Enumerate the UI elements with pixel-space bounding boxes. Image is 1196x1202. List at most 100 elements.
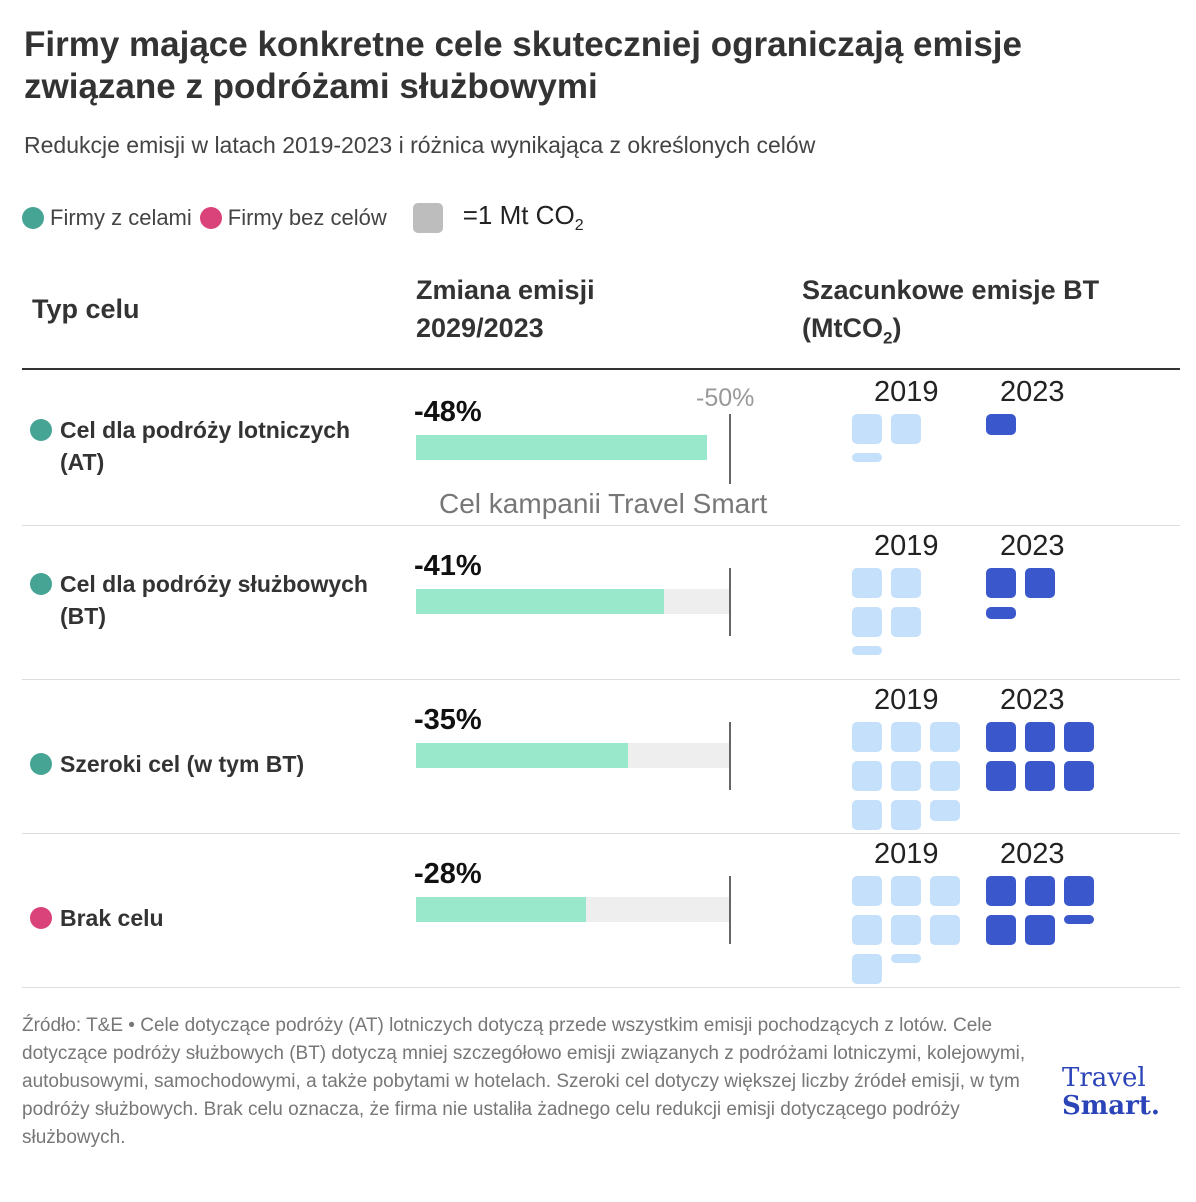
bar xyxy=(416,743,629,768)
year-label-2019: 2019 xyxy=(874,838,939,870)
year-label-2019: 2019 xyxy=(874,530,939,562)
emission-square-2023 xyxy=(986,915,1016,945)
row-dot-icon xyxy=(30,753,52,775)
emission-square-2019 xyxy=(930,800,960,821)
emission-square-2023 xyxy=(1025,722,1055,752)
target-line xyxy=(729,722,731,790)
chart-title: Firmy mające konkretne cele skuteczniej … xyxy=(24,25,1022,106)
emission-square-2023 xyxy=(986,876,1016,906)
emission-square-2019 xyxy=(852,607,882,637)
source-note: Źródło: T&E • Cele dotyczące podróży (AT… xyxy=(22,1015,1026,1148)
bar-track xyxy=(416,897,730,922)
emission-square-2019 xyxy=(891,954,921,963)
legend: Firmy z celami Firmy bez celów =1 Mt CO2 xyxy=(22,200,584,236)
emission-square-2023 xyxy=(1025,568,1055,598)
pink-dot-icon xyxy=(199,207,222,229)
row-separator xyxy=(22,833,1180,834)
year-label-2023: 2023 xyxy=(1000,838,1065,870)
emission-square-2023 xyxy=(1025,761,1055,791)
emission-square-2019 xyxy=(891,568,921,598)
pct-label: -28% xyxy=(414,858,482,890)
bar xyxy=(416,435,707,460)
chart-subtitle: Redukcje emisji w latach 2019-2023 i róż… xyxy=(24,132,816,158)
row-label-line1: Brak celu xyxy=(60,905,164,931)
row-dot-icon xyxy=(30,419,52,441)
row-label-text: Cel dla podróży lotniczych (AT) xyxy=(60,414,350,478)
row-label-line2: (BT) xyxy=(60,603,106,629)
bar-track xyxy=(416,435,730,460)
target-label: -50% xyxy=(696,384,755,412)
year-label-2023: 2023 xyxy=(1000,376,1065,408)
emission-square-2023 xyxy=(1025,876,1055,906)
emission-square-2023 xyxy=(986,414,1016,435)
emission-square-2019 xyxy=(852,761,882,791)
row-label: Cel dla podróży służbowych (BT) xyxy=(30,568,400,632)
year-label-2023: 2023 xyxy=(1000,684,1065,716)
emission-square-2019 xyxy=(891,800,921,830)
year-label-2019: 2019 xyxy=(874,376,939,408)
emission-square-2023 xyxy=(1064,876,1094,906)
emission-square-2023 xyxy=(986,761,1016,791)
row-dot-icon xyxy=(30,907,52,929)
travel-smart-logo: Travel Smart. xyxy=(1062,1063,1160,1121)
campaign-target-label: Cel kampanii Travel Smart xyxy=(439,488,768,519)
header-type: Typ celu xyxy=(32,294,140,324)
bar xyxy=(416,589,665,614)
emission-square-2019 xyxy=(852,876,882,906)
bar xyxy=(416,897,586,922)
emission-square-2019 xyxy=(852,722,882,752)
emission-square-2019 xyxy=(852,800,882,830)
row-label: Szeroki cel (w tym BT) xyxy=(30,748,400,780)
header-change: Zmiana emisji 2029/2023 xyxy=(416,275,595,343)
emission-square-2019 xyxy=(852,453,882,462)
legend-unit-label: =1 Mt CO2 xyxy=(462,200,584,235)
unit-square-icon xyxy=(412,203,443,233)
emission-square-2023 xyxy=(1025,915,1055,945)
emission-square-2023 xyxy=(986,607,1016,619)
emission-square-2019 xyxy=(891,915,921,945)
emission-square-2019 xyxy=(852,414,882,444)
emission-square-2019 xyxy=(891,607,921,637)
row-label-text: Brak celu xyxy=(60,902,164,934)
pct-label: -41% xyxy=(414,550,482,582)
target-line xyxy=(729,568,731,636)
emission-square-2019 xyxy=(852,646,882,655)
emission-square-2019 xyxy=(852,915,882,945)
emission-square-2023 xyxy=(986,568,1016,598)
header-rule xyxy=(22,368,1180,370)
row-separator xyxy=(22,525,1180,526)
target-line xyxy=(729,414,731,484)
year-label-2023: 2023 xyxy=(1000,530,1065,562)
legend-without-targets: Firmy bez celów xyxy=(199,205,387,231)
emission-square-2023 xyxy=(1064,722,1094,752)
emission-square-2019 xyxy=(852,568,882,598)
emission-square-2019 xyxy=(891,722,921,752)
legend-without-targets-label: Firmy bez celów xyxy=(227,205,387,230)
pct-label: -48% xyxy=(414,396,482,428)
row-label-line1: Cel dla podróży służbowych xyxy=(60,571,368,597)
legend-with-targets-label: Firmy z celami xyxy=(50,205,192,230)
row-label-line2: (AT) xyxy=(60,449,105,475)
row-separator xyxy=(22,987,1180,988)
teal-dot-icon xyxy=(22,207,44,229)
row-label-line1: Cel dla podróży lotniczych xyxy=(60,417,351,443)
emission-square-2019 xyxy=(930,722,960,752)
pct-label: -35% xyxy=(414,704,482,736)
emission-square-2023 xyxy=(1064,761,1094,791)
emission-square-2019 xyxy=(891,414,921,444)
emission-square-2023 xyxy=(986,722,1016,752)
header-emissions: Szacunkowe emisje BT (MtCO2) xyxy=(802,275,1100,348)
row-label: Cel dla podróży lotniczych (AT) xyxy=(30,414,400,478)
target-line xyxy=(729,876,731,944)
row-dot-icon xyxy=(30,573,52,595)
emission-square-2019 xyxy=(891,876,921,906)
row-label: Brak celu xyxy=(30,902,400,934)
emission-square-2019 xyxy=(930,876,960,906)
row-label-text: Cel dla podróży służbowych (BT) xyxy=(60,568,368,632)
emission-square-2019 xyxy=(852,954,882,984)
legend-with-targets: Firmy z celami xyxy=(22,205,192,231)
row-label-line1: Szeroki cel (w tym BT) xyxy=(60,751,305,777)
emission-square-2023 xyxy=(1064,915,1094,924)
bar-track xyxy=(416,743,730,768)
emission-square-2019 xyxy=(891,761,921,791)
